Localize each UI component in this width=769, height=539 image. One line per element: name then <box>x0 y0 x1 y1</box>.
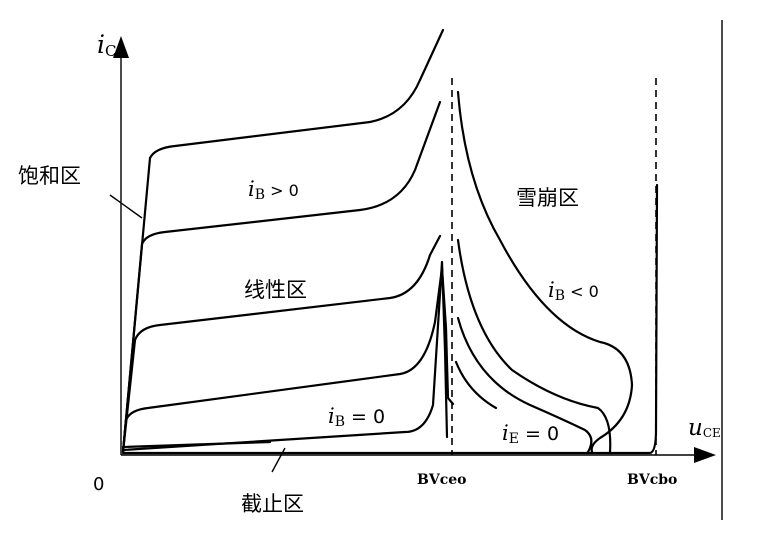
avalanche-curve-2 <box>456 238 612 454</box>
ib-curve-1 <box>121 28 445 454</box>
avalanche-curve-1 <box>456 90 634 454</box>
x-axis-label: uCE <box>688 415 721 441</box>
x-axis-arrow <box>694 447 716 463</box>
origin-label: 0 <box>93 474 104 495</box>
saturation-region-label: 饱和区 <box>18 164 81 188</box>
ib-curve-3 <box>121 234 442 454</box>
cutoff-line-1 <box>121 440 272 449</box>
cutoff-pointer-line <box>271 447 286 473</box>
ib-zero-curve <box>121 260 449 452</box>
ie-zero-label: iE = 0 <box>502 421 559 447</box>
y-axis-arrow <box>113 36 129 58</box>
bvceo-label: BVceo <box>417 472 466 488</box>
ib-curve-4 <box>121 266 455 454</box>
bvcbo-label: BVcbo <box>627 472 677 488</box>
cutoff-line-2 <box>121 183 659 455</box>
ib-curve-2 <box>121 100 442 454</box>
ib-positive-label: iB > 0 <box>248 177 299 203</box>
linear-region-label: 线性区 <box>244 278 307 302</box>
avalanche-region-label: 雪崩区 <box>516 186 579 210</box>
ib-negative-label: iB < 0 <box>548 278 599 304</box>
avalanche-curve-3 <box>456 316 593 454</box>
cutoff-region-label: 截止区 <box>241 492 304 516</box>
avalanche-curve-4 <box>454 360 498 410</box>
ib-zero-label: iB = 0 <box>328 404 385 430</box>
y-axis-label: iC <box>97 30 116 60</box>
saturation-pointer-line <box>109 194 143 219</box>
